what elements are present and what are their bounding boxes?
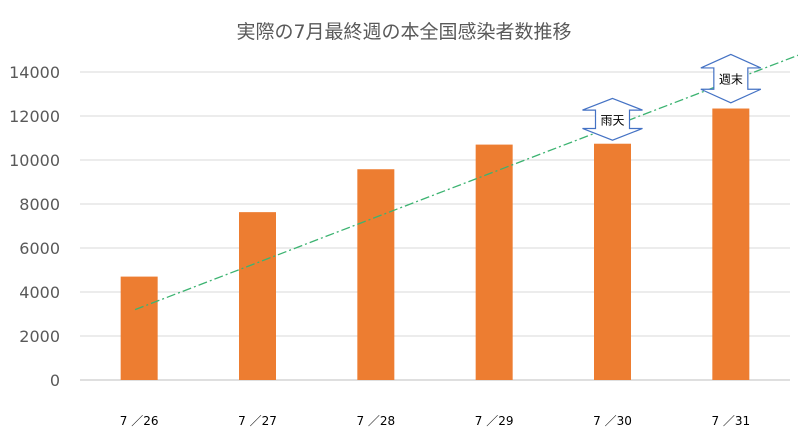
gridlines xyxy=(80,71,790,381)
x-tick-label: 7 ／26 xyxy=(120,414,159,428)
y-tick-label: 6000 xyxy=(19,239,60,258)
y-tick-label: 12000 xyxy=(9,107,60,126)
bar xyxy=(475,144,513,380)
bar xyxy=(239,212,276,380)
bar-series xyxy=(120,108,750,381)
y-tick-label: 14000 xyxy=(9,63,60,82)
y-tick-label: 2000 xyxy=(19,327,60,346)
annotation-group: 雨天 週末 xyxy=(582,53,762,141)
y-tick-label: 4000 xyxy=(19,283,60,302)
x-tick-label: 7 ／30 xyxy=(593,414,632,428)
double-arrow-callout xyxy=(700,53,762,104)
y-axis-tick-labels: 0 2000 4000 6000 8000 10000 12000 14000 xyxy=(9,63,60,390)
y-tick-label: 10000 xyxy=(9,151,60,170)
bar xyxy=(712,108,750,381)
annotation-label: 雨天 xyxy=(600,113,624,127)
x-axis-tick-labels: 7 ／26 7 ／27 7 ／28 7 ／29 7 ／30 7 ／31 xyxy=(120,414,750,428)
x-tick-label: 7 ／27 xyxy=(238,414,277,428)
bar xyxy=(357,169,395,380)
trendline-group xyxy=(134,54,798,311)
bar xyxy=(594,143,631,380)
x-tick-label: 7 ／29 xyxy=(475,414,514,428)
chart-title: 実際の7月最終週の本全国感染者数推移 xyxy=(236,21,571,43)
trendline xyxy=(134,54,798,311)
y-tick-label: 8000 xyxy=(19,195,60,214)
x-tick-label: 7 ／28 xyxy=(356,414,395,428)
annotation-label: 週末 xyxy=(719,73,743,87)
y-tick-label: 0 xyxy=(50,371,60,390)
bar xyxy=(120,276,158,380)
double-arrow-callout xyxy=(582,97,643,141)
x-tick-label: 7 ／31 xyxy=(711,414,750,428)
